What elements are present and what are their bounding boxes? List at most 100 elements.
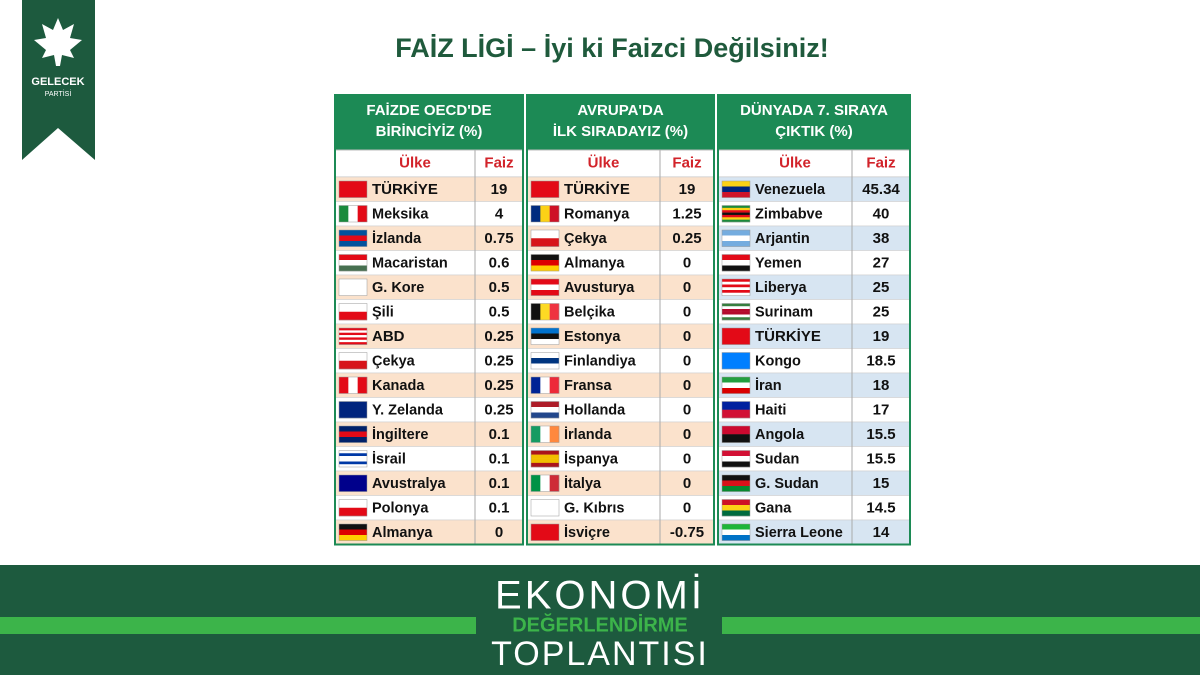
rate: 0.75 bbox=[484, 230, 513, 247]
country: G. Sudan bbox=[755, 476, 819, 492]
rate: 0.5 bbox=[489, 304, 510, 321]
country: Liberya bbox=[755, 280, 808, 296]
rate: 0.1 bbox=[489, 451, 510, 468]
flag-border bbox=[338, 450, 368, 468]
flag bbox=[722, 505, 750, 511]
flag-border bbox=[721, 450, 751, 468]
flag bbox=[722, 314, 750, 318]
rate: 0.25 bbox=[484, 328, 513, 345]
flag bbox=[531, 426, 541, 443]
rate: 18 bbox=[873, 377, 890, 394]
country: Çekya bbox=[564, 231, 608, 247]
rate: 0 bbox=[683, 255, 691, 272]
footer-line2: DEĞERLENDİRME bbox=[512, 612, 688, 636]
flag bbox=[339, 181, 367, 198]
footer-line3: TOPLANTISI bbox=[491, 635, 709, 673]
flag-border bbox=[721, 229, 751, 247]
flag bbox=[722, 212, 750, 216]
table-border bbox=[717, 94, 911, 546]
flag-border bbox=[721, 303, 751, 321]
rate: 0.25 bbox=[484, 353, 513, 370]
flag bbox=[339, 235, 367, 242]
flag bbox=[722, 260, 750, 266]
flag-border bbox=[338, 254, 368, 272]
flag bbox=[722, 281, 750, 285]
flag bbox=[339, 352, 367, 361]
flag bbox=[531, 358, 559, 364]
rate: -0.75 bbox=[670, 524, 704, 541]
flag bbox=[722, 205, 750, 209]
flag bbox=[722, 306, 750, 310]
flag bbox=[531, 407, 559, 413]
flag bbox=[339, 499, 367, 508]
column-header: Faiz bbox=[866, 154, 895, 171]
flag bbox=[339, 456, 367, 459]
country: Çekya bbox=[372, 354, 416, 370]
flag-border bbox=[721, 327, 751, 345]
rate: 19 bbox=[873, 328, 890, 345]
flag bbox=[348, 377, 358, 394]
flag-border bbox=[338, 180, 368, 198]
flag-border bbox=[721, 180, 751, 198]
flag bbox=[722, 475, 750, 481]
flag bbox=[722, 311, 750, 315]
rate: 14.5 bbox=[866, 500, 895, 517]
flag bbox=[722, 181, 750, 187]
flag bbox=[722, 219, 750, 223]
flag-border bbox=[530, 254, 560, 272]
flag bbox=[722, 265, 750, 272]
rate: 0.1 bbox=[489, 500, 510, 517]
flag bbox=[339, 311, 367, 321]
country: Belçika bbox=[564, 305, 616, 321]
flag-border bbox=[721, 205, 751, 223]
flag bbox=[531, 450, 559, 455]
rate: 0.1 bbox=[489, 426, 510, 443]
flag bbox=[339, 461, 367, 465]
flag-border bbox=[338, 303, 368, 321]
country: İsrail bbox=[372, 451, 406, 468]
flag-border bbox=[721, 278, 751, 296]
rate: 17 bbox=[873, 402, 890, 419]
flag bbox=[339, 464, 367, 468]
flag bbox=[722, 388, 750, 394]
flag bbox=[722, 214, 750, 218]
flag-border bbox=[721, 352, 751, 370]
rate: 0 bbox=[683, 353, 691, 370]
flag bbox=[531, 328, 559, 334]
country: Gana bbox=[755, 501, 792, 517]
flag bbox=[722, 524, 750, 530]
rate: 0.1 bbox=[489, 475, 510, 492]
flag bbox=[722, 529, 750, 536]
flag-border bbox=[530, 474, 560, 492]
flag bbox=[531, 458, 559, 464]
flag bbox=[531, 475, 541, 492]
country: Fransa bbox=[564, 378, 612, 394]
rate: 14 bbox=[873, 524, 890, 541]
rate: 45.34 bbox=[862, 181, 900, 198]
country: Kongo bbox=[755, 354, 801, 370]
rate: 1.25 bbox=[672, 206, 701, 223]
country: Sierra Leone bbox=[755, 525, 843, 541]
flag bbox=[339, 328, 367, 331]
rate: 15 bbox=[873, 475, 890, 492]
flag bbox=[722, 235, 750, 242]
flag-border bbox=[338, 474, 368, 492]
flag bbox=[722, 426, 750, 435]
country: Venezuela bbox=[755, 182, 826, 198]
flag bbox=[531, 454, 559, 459]
flag bbox=[531, 205, 541, 222]
flag bbox=[531, 412, 559, 419]
rate: 0 bbox=[683, 328, 691, 345]
country: Finlandiya bbox=[564, 354, 637, 370]
flag-border bbox=[530, 425, 560, 443]
country: G. Kıbrıs bbox=[564, 501, 624, 517]
rate: 19 bbox=[679, 181, 696, 198]
flag bbox=[540, 303, 550, 320]
rate: 15.5 bbox=[866, 451, 895, 468]
flag bbox=[531, 377, 541, 394]
flag-border bbox=[338, 229, 368, 247]
country: Arjantin bbox=[755, 231, 810, 247]
flag bbox=[531, 279, 559, 285]
flag bbox=[531, 265, 559, 272]
table-header: ÇIKTIK (%) bbox=[775, 123, 853, 140]
